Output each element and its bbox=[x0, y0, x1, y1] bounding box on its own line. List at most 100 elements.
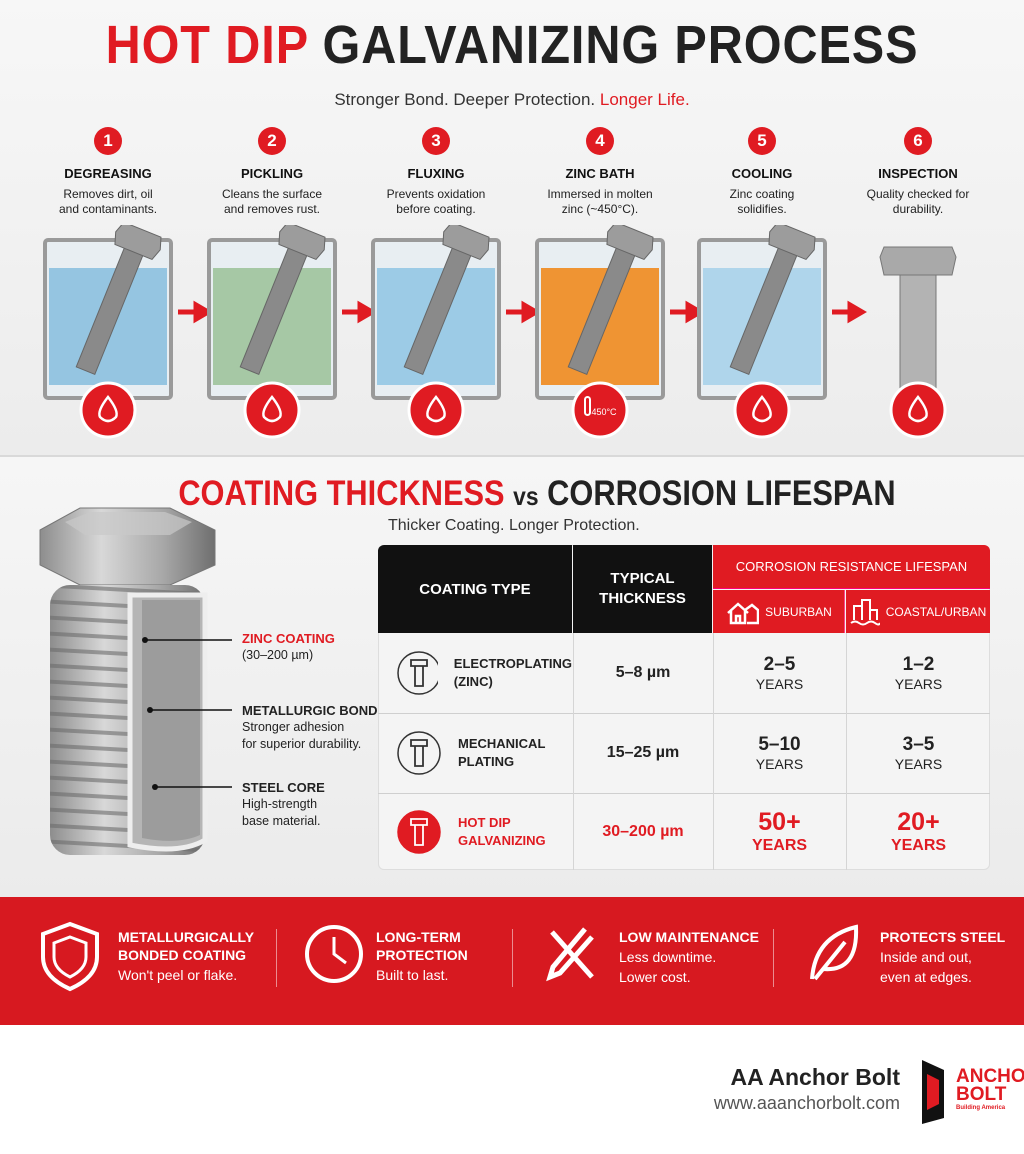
header-text: COATING TYPE bbox=[419, 580, 531, 598]
header-thickness: TYPICAL THICKNESS bbox=[573, 545, 712, 633]
callout-line: (30–200 µm) bbox=[242, 648, 314, 662]
benefit-title: LOW MAINTENANCE bbox=[619, 929, 759, 945]
header-text: COASTAL/URBAN bbox=[885, 604, 987, 619]
header-suburban: SUBURBAN bbox=[713, 590, 845, 633]
step-description: Quality checked for durability. bbox=[838, 187, 998, 217]
bolt-icon bbox=[397, 651, 438, 695]
suburban-cell: 2–5 YEARS bbox=[713, 633, 845, 713]
bolt-head bbox=[768, 225, 816, 261]
description-line: Immersed in molten bbox=[547, 187, 653, 201]
step: 4 ZINC BATH Immersed in molten zinc (~450°C… bbox=[520, 127, 680, 217]
step: 2 PICKLING Cleans the surface and removes r… bbox=[192, 127, 352, 217]
bolt-cutaway bbox=[39, 507, 232, 855]
header-text: TYPICAL bbox=[610, 570, 675, 587]
description-line: Zinc coating bbox=[729, 187, 795, 201]
step-name: COOLING bbox=[731, 166, 793, 181]
type-cell: HOT DIP GALVANIZING bbox=[378, 793, 572, 870]
icon-bolt bbox=[410, 739, 428, 767]
benefit-description: Won't peel or flake. bbox=[118, 967, 238, 983]
step-description: Prevents oxidation before coating. bbox=[356, 187, 516, 217]
icon-circle bbox=[397, 651, 438, 695]
lifespan-value: 1–2 bbox=[902, 654, 935, 675]
logo-line: BOLT bbox=[956, 1084, 1007, 1105]
bolt-head bbox=[879, 246, 957, 276]
header-coastal: COASTAL/URBAN bbox=[846, 590, 990, 633]
section-title-red: COATING THICKNESS bbox=[178, 474, 505, 513]
subtitle: Stronger Bond. Deeper Protection. Longer… bbox=[0, 90, 1024, 110]
callout: METALLURGIC BOND Stronger adhesion for sup… bbox=[242, 702, 378, 753]
suburban-cell: 50+ YEARS bbox=[713, 793, 845, 870]
bolt-icon bbox=[397, 731, 441, 775]
coastal-cell: 1–2 YEARS bbox=[846, 633, 990, 713]
bolt bbox=[729, 225, 816, 376]
type-text: HOT DIP GALVANIZING bbox=[458, 814, 546, 850]
suburban-cell: 5–10 YEARS bbox=[713, 713, 845, 793]
section-title-vs: vs bbox=[513, 481, 539, 511]
title-red: HOT DIP bbox=[105, 15, 309, 75]
step-description: Cleans the surface and removes rust. bbox=[192, 187, 352, 217]
step-description: Immersed in molten zinc (~450°C). bbox=[520, 187, 680, 217]
subtitle-red: Longer Life. bbox=[599, 90, 690, 109]
benefit-description: even at edges. bbox=[880, 969, 972, 985]
header-text: SUBURBAN bbox=[765, 604, 832, 619]
description-line: solidifies. bbox=[737, 202, 787, 216]
description-line: durability. bbox=[892, 202, 944, 216]
section-title-black: CORROSION LIFESPAN bbox=[547, 474, 896, 513]
arrow bbox=[178, 300, 213, 324]
lifespan-unit: YEARS bbox=[751, 837, 808, 854]
thickness-cell: 15–25 µm bbox=[573, 713, 712, 793]
bolt bbox=[567, 225, 654, 376]
step-description: Removes dirt, oil and contaminants. bbox=[28, 187, 188, 217]
brand-url: www.aaanchorbolt.com bbox=[713, 1093, 900, 1113]
step-icon bbox=[426, 394, 446, 423]
benefit-divider bbox=[276, 929, 277, 987]
arrow bbox=[670, 300, 705, 324]
step-illustration bbox=[879, 246, 957, 439]
arrow bbox=[342, 300, 377, 324]
step-illustration bbox=[43, 225, 173, 439]
step-icon-circle bbox=[733, 381, 791, 439]
callout: STEEL CORE High-strength base material. bbox=[242, 779, 325, 830]
benefit-title: LONG-TERM bbox=[376, 929, 461, 945]
brand-name: AA Anchor Bolt bbox=[730, 1064, 900, 1090]
callout-line: for superior durability. bbox=[242, 737, 362, 751]
title-black: GALVANIZING PROCESS bbox=[322, 15, 919, 75]
callout-title: METALLURGIC BOND bbox=[242, 703, 378, 718]
step-number: 1 bbox=[94, 127, 122, 155]
bolt-icon bbox=[397, 809, 441, 854]
benefit: METALLURGICALLY BONDED COATING Won't peel … bbox=[118, 928, 254, 984]
type-cell: ELECTROPLATING (ZINC) bbox=[378, 633, 572, 713]
step-icon-circle bbox=[79, 381, 137, 439]
step: 1 DEGREASING Removes dirt, oil and contamin… bbox=[28, 127, 188, 217]
benefit-icons bbox=[41, 921, 859, 992]
lifespan-value: 5–10 bbox=[758, 734, 801, 755]
thickness-cell: 30–200 µm bbox=[573, 793, 712, 870]
type-line: PLATING bbox=[458, 754, 515, 769]
row-divider bbox=[378, 713, 990, 714]
subtitle-text: Stronger Bond. Deeper Protection. bbox=[334, 90, 596, 109]
thermometer bbox=[584, 396, 591, 416]
step-icon bbox=[98, 394, 118, 423]
arrow bbox=[506, 300, 541, 324]
section-title: COATING THICKNESS vs CORROSION LIFESPAN bbox=[64, 474, 1009, 514]
lifespan-value: 50+ bbox=[758, 808, 801, 836]
callout-line: High-strength bbox=[242, 797, 318, 811]
step-icon bbox=[908, 394, 928, 423]
type-line: MECHANICAL bbox=[458, 736, 546, 751]
type-text: MECHANICAL PLATING bbox=[458, 735, 545, 771]
bolt bbox=[75, 225, 162, 376]
header-text: CORROSION RESISTANCE LIFESPAN bbox=[735, 559, 968, 574]
step-number: 5 bbox=[748, 127, 776, 155]
step-icon-circle bbox=[889, 381, 947, 439]
row-divider bbox=[378, 793, 990, 794]
divider bbox=[0, 455, 1024, 457]
callout-line: base material. bbox=[242, 814, 321, 828]
benefit-title: BONDED COATING bbox=[118, 947, 247, 963]
bolt-shaft bbox=[899, 274, 937, 398]
step-number: 2 bbox=[258, 127, 286, 155]
lifespan-value: 2–5 bbox=[763, 654, 796, 675]
header-text: THICKNESS bbox=[599, 590, 686, 607]
benefit-title: PROTECTION bbox=[376, 947, 468, 963]
step-name: PICKLING bbox=[240, 166, 304, 181]
